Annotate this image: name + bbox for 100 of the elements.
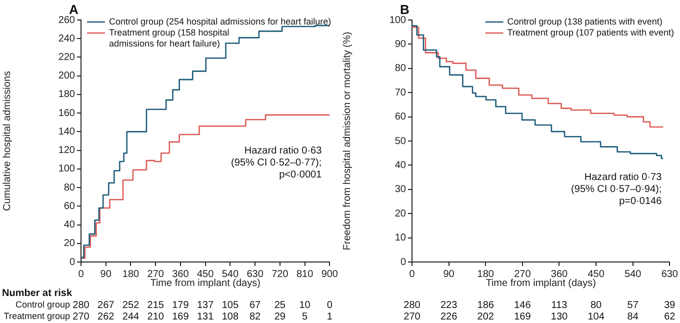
y-tick-label: 60: [394, 112, 406, 123]
x-tick-label: 900: [321, 268, 338, 280]
text: 202: [477, 311, 494, 322]
text: 0: [326, 300, 333, 311]
x-tick-label: 360: [172, 268, 190, 280]
y-tick-label: 40: [64, 220, 76, 231]
y-axis-title: Cumulative hospital admissions: [2, 70, 13, 212]
x-tick-label: 360: [550, 268, 568, 280]
text: 252: [122, 300, 140, 311]
text: 179: [172, 300, 190, 311]
text: 29: [274, 311, 286, 322]
text: 215: [147, 300, 164, 311]
text: 169: [514, 311, 532, 322]
y-tick-label: 180: [58, 89, 76, 100]
text: 244: [122, 311, 140, 322]
chart-title: A: [69, 2, 79, 17]
y-tick-label: 10: [394, 232, 406, 244]
x-tick-label: 450: [196, 268, 214, 280]
text: 84: [627, 311, 639, 322]
x-axis-title: Time from implant (days): [486, 278, 596, 289]
y-tick-label: 260: [58, 14, 76, 26]
y-tick-label: 50: [394, 136, 406, 147]
y-tick-label: 20: [64, 238, 76, 250]
y-tick-label: 70: [394, 87, 406, 98]
y-tick-label: 0: [400, 256, 406, 268]
y-tick-label: 100: [58, 164, 76, 175]
text: 280: [404, 300, 421, 311]
text: 146: [514, 300, 532, 311]
text: 280: [72, 300, 90, 311]
text: 104: [588, 311, 605, 322]
annotation: Hazard ratio 0·73: [584, 172, 662, 184]
annotation: Hazard ratio 0·63: [244, 146, 322, 157]
y-tick-label: 20: [394, 208, 406, 220]
text: 10: [299, 300, 311, 311]
x-tick-label: 180: [477, 268, 494, 280]
y-tick-label: 80: [64, 182, 76, 194]
y-tick-label: 240: [58, 33, 76, 44]
annotation: p=0·0146: [619, 196, 662, 208]
text: 270: [404, 311, 421, 322]
chart-title: B: [400, 2, 410, 17]
text: 105: [222, 300, 239, 311]
x-tick-label: 270: [147, 268, 164, 280]
text: 131: [196, 311, 214, 322]
text: 223: [440, 300, 458, 311]
x-tick-label: 630: [246, 268, 264, 280]
text: 137: [196, 300, 214, 311]
text: 113: [551, 300, 568, 311]
text: 262: [98, 311, 115, 322]
y-tick-label: 40: [394, 160, 406, 171]
y-tick-label: 30: [394, 184, 406, 196]
y-tick-label: 120: [58, 145, 76, 156]
legend-label: Treatment group (107 patients with event): [507, 27, 674, 38]
text: 1: [326, 311, 333, 322]
x-tick-label: 270: [514, 268, 532, 280]
annotation: p<0·0001: [279, 170, 322, 181]
text: 270: [72, 311, 90, 322]
text: Treatment group: [4, 310, 70, 321]
text: 210: [147, 311, 164, 322]
text: Number at risk: [2, 288, 72, 299]
x-tick-label: 810: [296, 268, 314, 280]
text: 108: [222, 311, 239, 322]
annotation: (95% CI 0·52–0·77);: [231, 158, 322, 169]
y-tick-label: 200: [58, 70, 76, 82]
text: Control group: [15, 299, 70, 310]
text: 130: [550, 311, 568, 322]
x-tick-label: 720: [272, 268, 289, 280]
text: 39: [664, 300, 676, 311]
x-tick-label: 90: [443, 268, 455, 280]
text: 25: [274, 300, 286, 311]
y-axis-title: Freedom from hospital admission or mortality (%): [342, 32, 353, 250]
text: 226: [440, 311, 458, 322]
y-tick-label: 100: [389, 14, 406, 26]
y-tick-label: 0: [69, 256, 76, 268]
x-tick-label: 630: [661, 268, 678, 280]
text: 5: [302, 311, 308, 322]
text: 186: [477, 300, 494, 311]
y-tick-label: 60: [64, 200, 76, 212]
text: 62: [664, 311, 676, 322]
legend-label: Control group (254 hospital admissions for heart failure): [109, 16, 332, 26]
x-tick-label: 180: [122, 268, 140, 280]
y-tick-label: 160: [58, 108, 76, 119]
x-tick-label: 540: [624, 268, 642, 280]
text: 67: [250, 300, 262, 311]
x-tick-label: 450: [588, 268, 605, 280]
legend-label: Control group (138 patients with event): [507, 16, 662, 26]
y-tick-label: 90: [394, 38, 406, 50]
y-tick-label: 220: [58, 52, 76, 63]
text: 82: [250, 311, 262, 322]
text: 80: [590, 300, 602, 311]
legend-label: Treatment group (158 hospital admissions for heart failure): [109, 27, 230, 48]
x-tick-label: 540: [222, 268, 239, 280]
y-tick-label: 140: [58, 126, 76, 138]
x-tick-label: 0: [409, 268, 416, 280]
text: 57: [627, 300, 639, 311]
y-tick-label: 80: [394, 63, 406, 74]
annotation: (95% CI 0·57–0·94);: [571, 184, 662, 196]
x-axis-title: Time from implant (days): [150, 278, 260, 289]
x-tick-label: 90: [100, 268, 112, 280]
text: 267: [98, 300, 115, 311]
text: 169: [172, 311, 190, 322]
